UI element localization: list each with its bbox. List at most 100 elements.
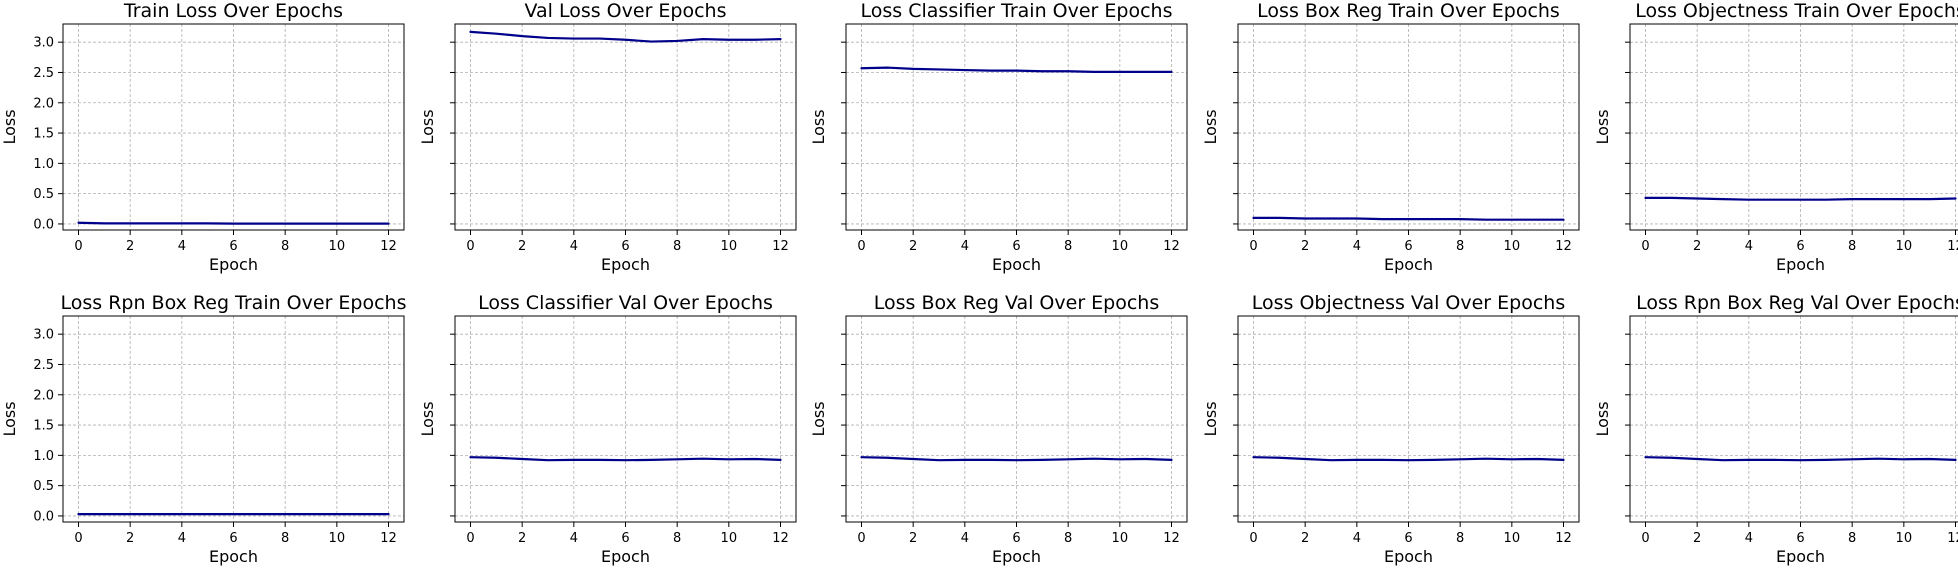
x-tick-label: 0 [74, 531, 82, 546]
x-tick-label: 6 [1012, 531, 1020, 546]
subplot-title: Val Loss Over Epochs [524, 0, 726, 22]
series-line [77, 221, 390, 225]
subplot-8: Loss Box Reg Val Over Epochs 0 2 4 6 8 10 12 Epo… [809, 292, 1188, 566]
x-tick-label: 10 [1896, 239, 1913, 254]
x-tick-label: 0 [1249, 531, 1257, 546]
x-tick-label: 2 [126, 239, 134, 254]
plot-frame [454, 315, 797, 523]
x-tick-label: 8 [1064, 239, 1072, 254]
x-axis-label: Epoch [992, 255, 1041, 274]
subplot-title: Loss Box Reg Train Over Epochs [1257, 0, 1560, 22]
x-axis-label: Epoch [1776, 547, 1825, 566]
y-axis-label: Loss [1593, 109, 1612, 144]
x-tick-label: 10 [329, 239, 346, 254]
y-axis-label: Loss [418, 109, 437, 144]
subplot-2: Val Loss Over Epochs 0 2 4 6 8 10 12 Epoch Loss [418, 0, 797, 274]
x-tick-label: 4 [961, 239, 969, 254]
y-tick-label: 1.5 [33, 419, 54, 434]
y-axis-label: Loss [0, 401, 19, 436]
subplot-3: Loss Classifier Train Over Epochs 0 2 4 6 8 10… [809, 0, 1188, 274]
x-tick-label: 10 [1112, 531, 1129, 546]
x-tick-label: 2 [909, 531, 917, 546]
plot-frame [454, 23, 797, 231]
x-tick-label: 8 [673, 531, 681, 546]
subplot-title: Loss Rpn Box Reg Train Over Epochs [61, 292, 407, 314]
x-tick-label: 10 [721, 239, 738, 254]
x-tick-label: 2 [1301, 531, 1309, 546]
y-axis-label: Loss [1593, 401, 1612, 436]
x-tick-label: 4 [1745, 239, 1753, 254]
x-tick-label: 10 [329, 531, 346, 546]
plot-frame [1237, 23, 1580, 231]
y-axis-label: Loss [1201, 109, 1220, 144]
x-tick-label: 6 [1796, 531, 1804, 546]
x-tick-label: 12 [1163, 531, 1180, 546]
subplot-title: Loss Objectness Train Over Epochs [1635, 0, 1958, 22]
x-tick-label: 10 [1896, 531, 1913, 546]
x-axis-label: Epoch [209, 255, 258, 274]
x-axis-label: Epoch [1384, 547, 1433, 566]
y-tick-label: 1.0 [33, 157, 54, 172]
x-tick-label: 2 [1301, 239, 1309, 254]
x-tick-label: 0 [1641, 531, 1649, 546]
x-tick-label: 2 [518, 239, 526, 254]
x-axis-label: Epoch [601, 547, 650, 566]
x-tick-label: 10 [1504, 531, 1521, 546]
y-axis-label: Loss [809, 401, 828, 436]
x-tick-label: 4 [1745, 531, 1753, 546]
x-tick-label: 2 [909, 239, 917, 254]
x-tick-label: 12 [1163, 239, 1180, 254]
y-tick-label: 3.0 [33, 36, 54, 51]
y-axis-label: Loss [0, 109, 19, 144]
x-tick-label: 12 [1947, 239, 1958, 254]
x-axis-label: Epoch [1776, 255, 1825, 274]
x-tick-label: 8 [1456, 239, 1464, 254]
x-tick-label: 4 [570, 239, 578, 254]
plot-frame [845, 315, 1188, 523]
x-tick-label: 8 [1456, 531, 1464, 546]
series-line [1644, 196, 1957, 201]
plot-frame [62, 315, 405, 523]
x-tick-label: 2 [1693, 531, 1701, 546]
x-tick-label: 4 [1353, 531, 1361, 546]
y-tick-label: 2.0 [33, 96, 54, 111]
subplot-4: Loss Box Reg Train Over Epochs 0 2 4 6 8 10 12 E… [1201, 0, 1580, 274]
subplot-title: Loss Classifier Val Over Epochs [478, 292, 773, 314]
x-tick-label: 6 [229, 531, 237, 546]
x-tick-label: 12 [380, 239, 397, 254]
x-tick-label: 8 [1848, 531, 1856, 546]
x-tick-label: 10 [1504, 239, 1521, 254]
x-tick-label: 6 [621, 531, 629, 546]
x-tick-label: 0 [1249, 239, 1257, 254]
x-axis-label: Epoch [992, 547, 1041, 566]
y-tick-label: 2.0 [33, 388, 54, 403]
plot-frame [1629, 315, 1958, 523]
y-tick-label: 2.5 [33, 66, 54, 81]
x-tick-label: 12 [380, 531, 397, 546]
subplot-5: Loss Objectness Train Over Epochs 0 2 4 6 8 10… [1593, 0, 1958, 274]
x-tick-label: 8 [1848, 239, 1856, 254]
y-tick-label: 0.0 [33, 217, 54, 232]
x-axis-label: Epoch [1384, 255, 1433, 274]
x-tick-label: 6 [229, 239, 237, 254]
x-tick-label: 10 [1112, 239, 1129, 254]
x-tick-label: 8 [281, 531, 289, 546]
x-tick-label: 4 [178, 239, 186, 254]
x-tick-label: 6 [1796, 239, 1804, 254]
x-tick-label: 6 [1404, 239, 1412, 254]
x-tick-label: 2 [518, 531, 526, 546]
x-tick-label: 0 [857, 239, 865, 254]
subplot-6: Loss Rpn Box Reg Train Over Epochs 0 2 4 6 8 1… [0, 292, 407, 566]
x-tick-label: 6 [1012, 239, 1020, 254]
subplot-9: Loss Objectness Val Over Epochs 0 2 4 6 8 10 12… [1201, 292, 1580, 566]
x-tick-label: 0 [466, 239, 474, 254]
y-axis-label: Loss [1201, 401, 1220, 436]
x-tick-label: 10 [721, 531, 738, 546]
subplot-10: Loss Rpn Box Reg Val Over Epochs 0 2 4 6 8 10 1… [1593, 292, 1958, 566]
x-tick-label: 0 [74, 239, 82, 254]
x-tick-label: 6 [621, 239, 629, 254]
series-line [860, 66, 1173, 73]
x-tick-label: 4 [570, 531, 578, 546]
x-tick-label: 4 [961, 531, 969, 546]
x-tick-label: 8 [1064, 531, 1072, 546]
